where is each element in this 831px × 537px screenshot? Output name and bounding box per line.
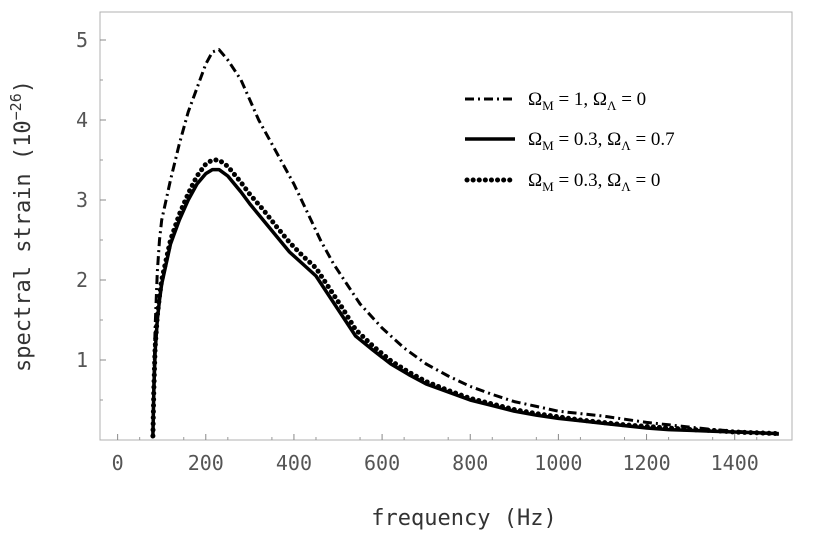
legend-label: ΩM = 1, ΩΛ = 0	[528, 89, 646, 113]
y-axis-title: spectral strain (10−26)	[7, 80, 36, 372]
x-tick-label: 1400	[711, 451, 759, 475]
x-tick-label: 1200	[622, 451, 670, 475]
y-axis-title-close: )	[11, 80, 36, 93]
y-tick-label: 3	[76, 188, 88, 212]
y-axis-title-text: spectral strain (10	[11, 120, 36, 372]
x-tick-label: 1000	[534, 451, 582, 475]
series-line-dashdot	[151, 48, 779, 437]
y-tick-label: 1	[76, 348, 88, 372]
series-lines	[150, 48, 782, 439]
legend-label: ΩM = 0.3, ΩΛ = 0.7	[528, 129, 675, 153]
legend-label: ΩM = 0.3, ΩΛ = 0	[528, 170, 660, 194]
legend-box	[436, 68, 734, 206]
x-axis: 0 200 400 600 800 1000 1200 1400	[112, 434, 759, 475]
x-axis-title: frequency (Hz)	[371, 506, 556, 531]
y-tick-label: 5	[76, 28, 88, 52]
x-tick-label: 400	[276, 451, 312, 475]
y-axis-title-exponent: −26	[7, 93, 25, 120]
x-tick-label: 800	[452, 451, 488, 475]
x-tick-label: 600	[364, 451, 400, 475]
y-tick-label: 4	[76, 108, 88, 132]
y-tick-label: 2	[76, 268, 88, 292]
legend: ΩM = 1, ΩΛ = 0 ΩM = 0.3, ΩΛ = 0.7 ΩM = 0…	[436, 68, 734, 206]
series-line-dotted	[150, 157, 782, 439]
y-axis: 1 2 3 4 5	[76, 28, 106, 401]
x-tick-label: 200	[188, 451, 224, 475]
x-tick-label: 0	[112, 451, 124, 475]
